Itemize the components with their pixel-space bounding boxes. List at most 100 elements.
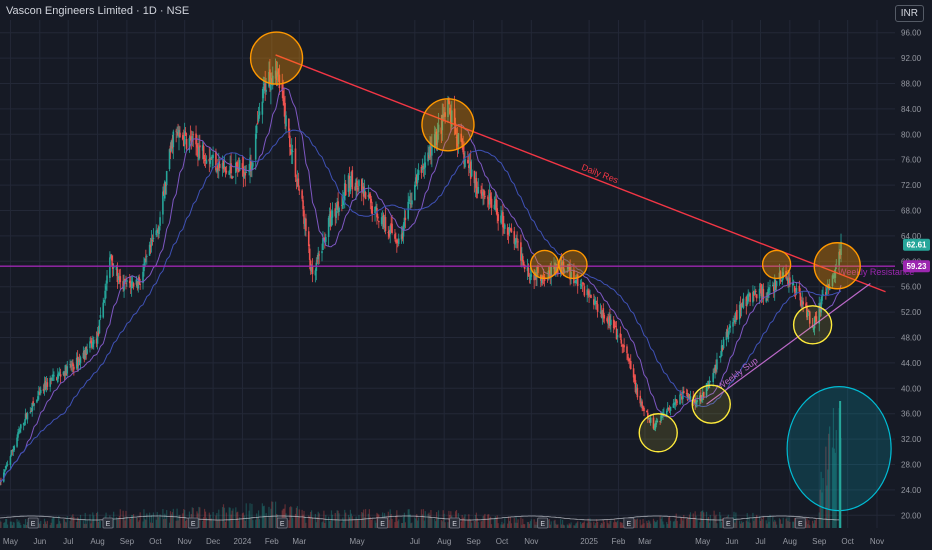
x-tick-label: Feb xyxy=(612,537,626,546)
candle-body xyxy=(510,228,513,233)
candle-body xyxy=(31,402,34,412)
candle-body xyxy=(681,396,683,400)
x-tick-label: Mar xyxy=(638,537,652,546)
candle-body xyxy=(526,266,529,271)
candle-body xyxy=(282,90,284,102)
candle-body xyxy=(316,260,319,262)
candle-body xyxy=(84,347,87,359)
earnings-label: E xyxy=(106,521,111,528)
candle-body xyxy=(583,286,586,296)
candle-body xyxy=(732,322,734,327)
volume-bar xyxy=(361,512,363,528)
volume-bar xyxy=(330,510,333,528)
candle-body xyxy=(82,352,85,358)
candle-body xyxy=(668,408,671,410)
candle-body xyxy=(812,327,815,330)
volume-bar xyxy=(568,523,570,528)
candle-body xyxy=(430,146,432,156)
candle-body xyxy=(2,472,5,482)
candle-body xyxy=(215,151,217,171)
currency-button[interactable]: INR xyxy=(894,5,924,22)
y-tick-label: 28.00 xyxy=(901,461,922,470)
candle-body xyxy=(682,391,685,394)
candle-body xyxy=(85,347,87,356)
earnings-label: E xyxy=(31,521,36,528)
volume-bar xyxy=(487,514,489,528)
volume-bar xyxy=(410,523,412,528)
volume-bar xyxy=(270,508,272,528)
volume-bar xyxy=(70,517,72,528)
candle-body xyxy=(835,268,838,269)
volume-bar xyxy=(398,519,400,528)
candle-body xyxy=(808,311,811,324)
candle-body xyxy=(827,284,830,289)
volume-bar xyxy=(493,518,495,528)
volume-bar xyxy=(268,506,270,528)
volume-bar xyxy=(315,522,317,528)
candle-body xyxy=(740,303,743,309)
candle-body xyxy=(422,165,425,169)
volume-bar xyxy=(613,522,615,528)
volume-bar xyxy=(251,503,253,528)
candle-body xyxy=(304,219,306,227)
volume-bar xyxy=(781,523,783,528)
volume-bar xyxy=(646,520,648,528)
volume-bar xyxy=(752,512,754,528)
volume-bar xyxy=(695,515,697,528)
volume-bar xyxy=(593,521,595,528)
volume-bar xyxy=(16,519,18,528)
candle-body xyxy=(162,191,164,215)
candle-body xyxy=(285,115,287,127)
volume-bar xyxy=(444,522,446,528)
candle-body xyxy=(176,131,178,133)
candle-body xyxy=(629,360,632,370)
volume-bar xyxy=(703,512,705,528)
volume-bar xyxy=(616,520,619,528)
candle-body xyxy=(396,240,398,244)
volume-bar xyxy=(736,520,738,528)
candle-body xyxy=(497,214,499,221)
volume-bar xyxy=(416,514,418,528)
volume-bar xyxy=(99,520,101,528)
candle-body xyxy=(109,257,111,278)
volume-bar xyxy=(509,517,512,528)
volume-bar xyxy=(159,514,161,528)
last-price-tag: 62.61 xyxy=(906,241,927,250)
volume-bar xyxy=(533,519,535,528)
candle-body xyxy=(614,326,617,328)
volume-bar xyxy=(269,517,271,528)
candle-body xyxy=(278,74,281,89)
volume-bar xyxy=(169,511,172,528)
volume-bar xyxy=(305,522,307,528)
candle-body xyxy=(56,374,59,383)
volume-bar xyxy=(50,522,52,528)
volume-bar xyxy=(76,521,78,528)
volume-bar xyxy=(19,522,21,528)
candle-body xyxy=(778,272,781,280)
candle-body xyxy=(832,275,835,278)
candle-body xyxy=(508,226,511,233)
candle-body xyxy=(334,208,337,217)
candle-body xyxy=(434,132,437,137)
candle-body xyxy=(242,166,245,177)
earnings-label: E xyxy=(726,521,731,528)
candle-body xyxy=(688,394,691,399)
candle-body xyxy=(649,417,652,423)
candle-body xyxy=(620,339,623,344)
volume-bar xyxy=(38,522,40,528)
volume-bar xyxy=(468,514,470,528)
volume-bar xyxy=(367,513,370,528)
volume-bar xyxy=(344,509,346,528)
volume-bar xyxy=(601,523,603,528)
volume-bar xyxy=(590,522,592,528)
volume-bar xyxy=(39,523,41,528)
volume-bar xyxy=(517,519,519,528)
volume-bar xyxy=(56,524,58,528)
volume-bar xyxy=(740,523,742,528)
volume-bar xyxy=(596,519,598,528)
candle-body xyxy=(541,275,544,278)
candle-body xyxy=(599,311,602,313)
candle-body xyxy=(800,299,803,306)
candle-body xyxy=(38,392,41,394)
